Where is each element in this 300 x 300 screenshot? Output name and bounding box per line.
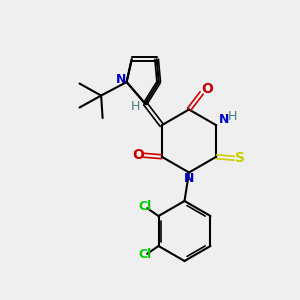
Text: H: H xyxy=(228,110,238,123)
Text: O: O xyxy=(132,148,144,162)
Text: O: O xyxy=(201,82,213,96)
Text: S: S xyxy=(235,151,245,165)
Text: N: N xyxy=(184,172,194,185)
Text: Cl: Cl xyxy=(138,200,151,214)
Text: N: N xyxy=(219,113,229,126)
Text: N: N xyxy=(116,73,126,85)
Text: Cl: Cl xyxy=(138,248,151,262)
Text: H: H xyxy=(131,100,140,112)
